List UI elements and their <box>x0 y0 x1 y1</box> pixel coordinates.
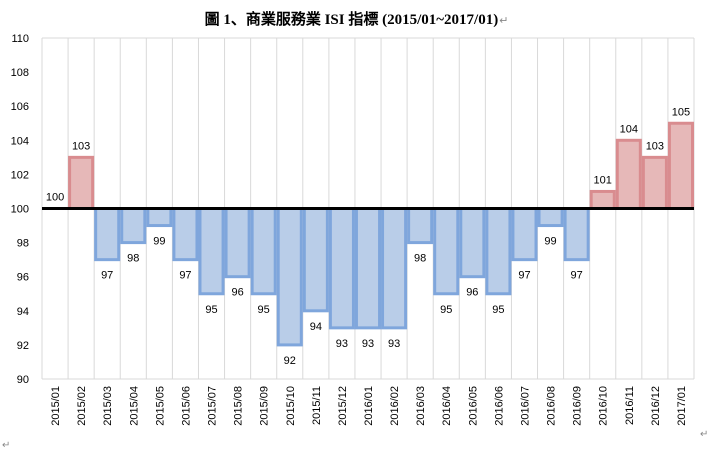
data-label: 100 <box>46 192 64 204</box>
y-tick-label: 108 <box>11 67 29 79</box>
data-label: 93 <box>362 338 374 350</box>
data-label: 99 <box>544 236 556 248</box>
x-tick-label: 2016/07 <box>519 386 531 426</box>
data-label: 95 <box>205 304 217 316</box>
data-label: 97 <box>101 270 113 282</box>
data-label: 97 <box>179 270 191 282</box>
data-label: 105 <box>672 106 690 118</box>
x-tick-label: 2015/09 <box>259 386 271 426</box>
x-tick-label: 2016/03 <box>415 386 427 426</box>
x-tick-label: 2015/04 <box>128 386 140 426</box>
y-tick-label: 96 <box>17 272 29 284</box>
x-tick-label: 2016/11 <box>624 386 636 425</box>
bar <box>68 155 95 211</box>
x-tick-label: 2016/06 <box>493 386 505 426</box>
x-tick-label: 2016/09 <box>572 386 584 426</box>
chart-title: 圖 1、商業服務業 ISI 指標 (2015/01~2017/01)↵ <box>204 12 509 28</box>
y-tick-label: 104 <box>11 135 29 147</box>
x-tick-label: 2015/10 <box>285 386 297 426</box>
y-tick-label: 92 <box>17 340 29 352</box>
data-label: 99 <box>153 236 165 248</box>
y-tick-label: 90 <box>17 374 29 386</box>
bar <box>381 207 408 330</box>
x-tick-label: 2016/02 <box>389 386 401 426</box>
bar <box>302 207 329 313</box>
x-tick-label: 2016/12 <box>650 386 662 426</box>
bar <box>433 207 460 296</box>
bar <box>537 207 564 228</box>
bar <box>146 207 173 228</box>
data-label: 94 <box>310 321 322 333</box>
bar <box>198 207 225 296</box>
bar <box>224 207 251 279</box>
x-tick-label: 2015/03 <box>102 386 114 426</box>
data-label: 95 <box>492 304 504 316</box>
data-label: 96 <box>231 287 243 299</box>
page-end-mark: ↵ <box>2 440 11 451</box>
x-tick-label: 2016/01 <box>363 386 375 426</box>
y-tick-label: 106 <box>11 101 29 113</box>
bar <box>641 155 668 211</box>
x-tick-label: 2015/12 <box>337 386 349 426</box>
x-tick-label: 2016/10 <box>598 386 610 426</box>
x-tick-label: 2015/02 <box>76 386 88 426</box>
bar <box>459 207 486 279</box>
bar <box>120 207 147 245</box>
bar <box>589 189 616 210</box>
bar <box>328 207 355 330</box>
y-tick-label: 94 <box>17 306 29 318</box>
bar <box>511 207 538 262</box>
data-label: 93 <box>388 338 400 350</box>
data-label: 98 <box>127 253 139 265</box>
data-label: 96 <box>466 287 478 299</box>
data-label: 103 <box>72 140 90 152</box>
x-tick-label: 2016/04 <box>441 386 453 426</box>
bar <box>94 207 121 262</box>
bar <box>276 207 303 347</box>
bar <box>354 207 382 330</box>
y-tick-label: 100 <box>11 204 29 216</box>
x-tick-label: 2016/08 <box>546 386 558 426</box>
data-label: 92 <box>284 355 296 367</box>
bar <box>485 207 512 296</box>
data-label: 98 <box>414 253 426 265</box>
x-tick-label: 2015/11 <box>311 386 323 425</box>
data-label: 104 <box>620 123 638 135</box>
x-tick-label: 2015/01 <box>50 386 62 426</box>
paragraph-mark: ↵ <box>499 15 509 27</box>
x-tick-label: 2016/05 <box>467 386 479 426</box>
data-label: 95 <box>440 304 452 316</box>
data-label: 103 <box>646 140 664 152</box>
x-tick-label: 2015/05 <box>154 386 166 426</box>
bar <box>172 207 199 262</box>
data-label: 93 <box>336 338 348 350</box>
page-end-mark-right: ↵ <box>700 429 709 440</box>
y-tick-label: 98 <box>17 238 29 250</box>
data-label: 97 <box>571 270 583 282</box>
y-tick-label: 102 <box>11 169 29 181</box>
bar <box>407 207 434 245</box>
bar <box>615 138 642 210</box>
x-tick-label: 2017/01 <box>676 386 688 426</box>
x-tick-label: 2015/08 <box>233 386 245 426</box>
bar <box>563 207 590 262</box>
data-label: 95 <box>258 304 270 316</box>
x-tick-label: 2015/06 <box>180 386 192 426</box>
bar <box>250 207 277 296</box>
data-label: 97 <box>518 270 530 282</box>
x-tick-label: 2015/07 <box>207 386 219 426</box>
bar <box>667 121 694 210</box>
data-label: 101 <box>594 174 612 186</box>
y-tick-label: 110 <box>11 33 29 45</box>
